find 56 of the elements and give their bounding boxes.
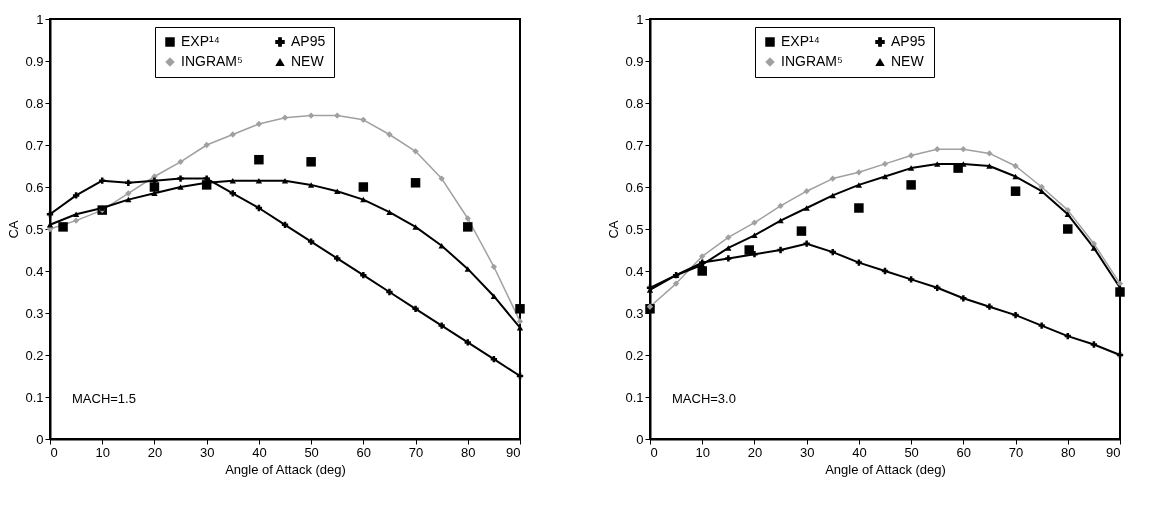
x-axis-title: Angle of Attack (deg) <box>825 461 946 477</box>
x-tick-label: 20 <box>747 444 763 460</box>
y-tick-label: 1 <box>636 11 644 27</box>
y-tick-label: 0.6 <box>625 179 644 195</box>
y-tick-label: 0.2 <box>625 347 644 363</box>
legend-label: EXP¹⁴ <box>781 33 820 49</box>
y-tick-label: 0.1 <box>25 389 44 405</box>
x-tick-label: 70 <box>1008 444 1024 460</box>
annotation: MACH=3.0 <box>672 391 736 406</box>
y-tick-label: 0.4 <box>25 263 44 279</box>
x-tick-label: 90 <box>506 444 521 460</box>
x-tick-label: 60 <box>956 444 972 460</box>
y-tick-label: 0.3 <box>625 305 644 321</box>
y-axis-title: CA <box>6 220 22 239</box>
x-tick-label: 80 <box>1061 444 1076 460</box>
y-tick-label: 0.1 <box>625 389 644 405</box>
legend-label: AP95 <box>891 33 926 49</box>
x-tick-label: 30 <box>199 444 215 460</box>
legend-label: INGRAM⁵ <box>181 53 243 69</box>
x-axis-title: Angle of Attack (deg) <box>225 461 346 477</box>
legend-label: AP95 <box>291 33 326 49</box>
x-tick-label: 90 <box>1106 444 1121 460</box>
y-tick-label: 0.5 <box>25 221 44 237</box>
y-tick-label: 1 <box>36 11 44 27</box>
annotation: MACH=1.5 <box>72 391 136 406</box>
x-tick-label: 10 <box>695 444 710 460</box>
x-tick-label: 80 <box>461 444 476 460</box>
x-tick-label: 60 <box>356 444 372 460</box>
x-tick-label: 30 <box>799 444 815 460</box>
x-tick-label: 0 <box>50 444 58 460</box>
x-tick-label: 40 <box>852 444 867 460</box>
y-tick-label: 0.2 <box>25 347 44 363</box>
y-tick-label: 0.7 <box>25 137 44 153</box>
legend-label: EXP¹⁴ <box>181 33 220 49</box>
x-tick-label: 0 <box>650 444 658 460</box>
y-tick-label: 0.3 <box>25 305 44 321</box>
y-tick-label: 0.8 <box>25 95 44 111</box>
y-tick-label: 0.9 <box>25 53 44 69</box>
y-tick-label: 0 <box>636 431 644 447</box>
y-tick-label: 0.9 <box>625 53 644 69</box>
y-tick-label: 0.4 <box>625 263 644 279</box>
x-tick-label: 70 <box>408 444 424 460</box>
legend-label: NEW <box>891 53 925 69</box>
y-axis-title: CA <box>606 220 622 239</box>
y-tick-label: 0 <box>36 431 44 447</box>
y-tick-label: 0.7 <box>625 137 644 153</box>
y-tick-label: 0.8 <box>625 95 644 111</box>
x-tick-label: 50 <box>904 444 919 460</box>
legend-label: NEW <box>291 53 325 69</box>
y-tick-label: 0.5 <box>625 221 644 237</box>
legend-label: INGRAM⁵ <box>781 53 843 69</box>
x-tick-label: 40 <box>252 444 267 460</box>
x-tick-label: 10 <box>95 444 110 460</box>
x-tick-label: 50 <box>304 444 319 460</box>
x-tick-label: 20 <box>147 444 163 460</box>
y-tick-label: 0.6 <box>25 179 44 195</box>
